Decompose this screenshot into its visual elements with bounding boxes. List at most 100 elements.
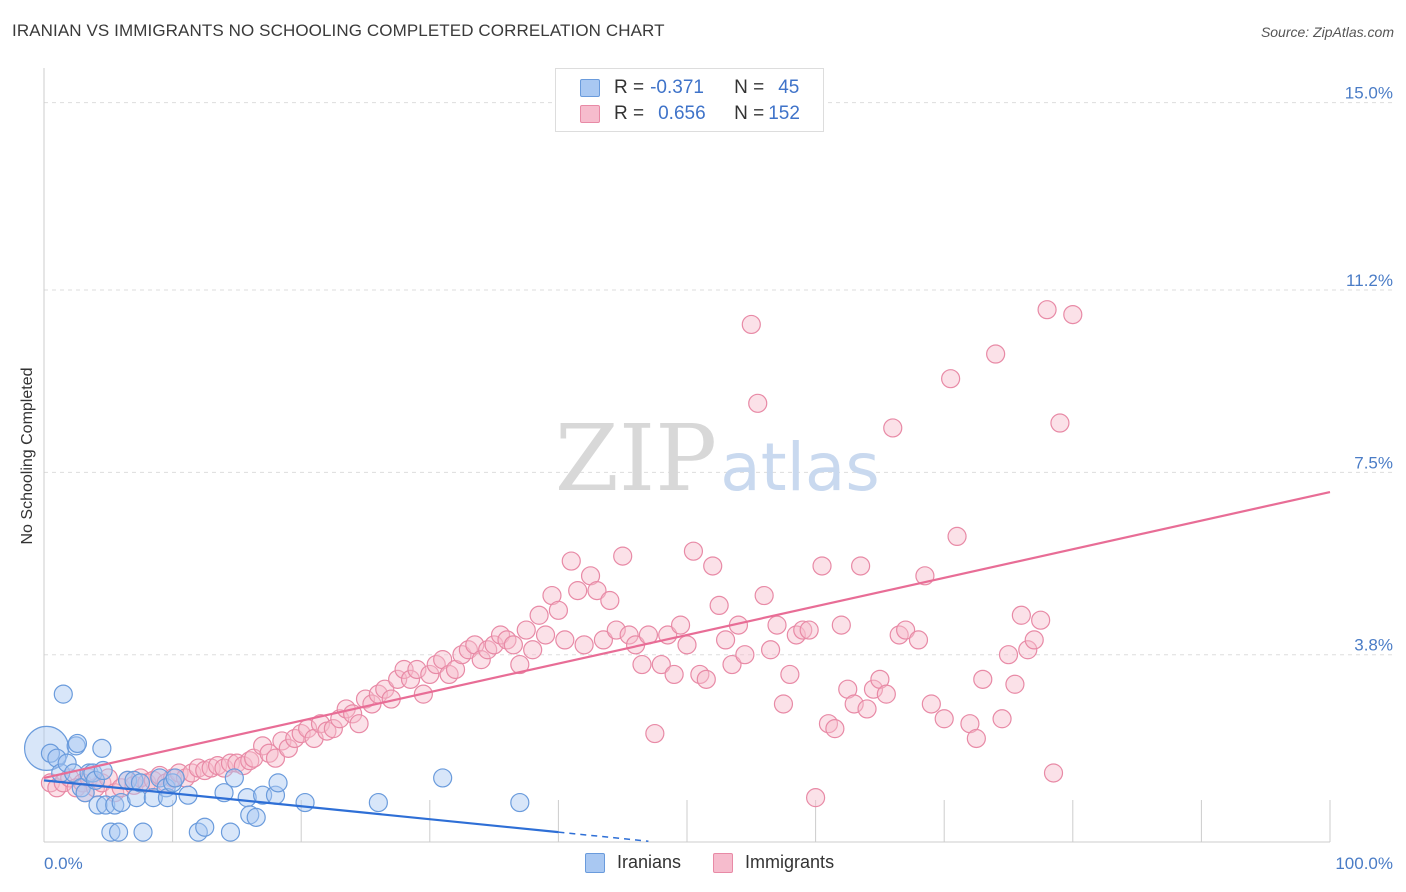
immigrants-point-111	[748, 393, 768, 413]
y-tick-label-1: 7.5%	[1354, 453, 1393, 472]
immigrants-point-129	[863, 679, 884, 699]
immigrants-point-83	[568, 581, 588, 601]
iranians-legend-swatch	[585, 852, 605, 873]
immigrants-point-40	[291, 723, 311, 744]
immigrants-point-81	[555, 630, 575, 650]
immigrants-point-138	[934, 709, 954, 729]
immigrants-point-140	[947, 526, 967, 547]
iranians-point-28	[150, 768, 170, 788]
axes	[43, 68, 1331, 843]
iranians-point-4	[53, 684, 73, 704]
immigrants-point-153	[1043, 763, 1064, 783]
immigrants-point-131	[876, 684, 896, 704]
y-axis-label: No Schooling Completed	[19, 367, 36, 545]
immigrants-point-120	[805, 788, 826, 808]
immigrants-point-135	[908, 630, 929, 650]
immigrants-point-104	[703, 556, 723, 576]
immigrants-point-133	[889, 625, 909, 645]
legend-r-label: R =	[614, 103, 645, 124]
legend-label-immigrants: Immigrants	[745, 852, 835, 872]
immigrants-legend-swatch	[713, 852, 734, 873]
immigrants-point-134	[896, 620, 916, 640]
immigrants-point-105	[709, 595, 729, 616]
immigrants-points	[40, 300, 1083, 808]
legend-n-value-iranians: 45	[778, 77, 800, 98]
immigrants-point-109	[735, 645, 755, 665]
iranians-point-21	[111, 792, 131, 813]
immigrants-point-132	[883, 418, 903, 438]
iranians-trendline-extension	[558, 831, 649, 842]
iranians-point-8	[67, 733, 88, 754]
immigrants-point-72	[497, 630, 517, 650]
iranians-point-45	[295, 792, 315, 813]
immigrants-point-155	[1063, 304, 1083, 325]
immigrants-point-58	[407, 659, 427, 680]
immigrants-point-154	[1050, 413, 1070, 433]
immigrants-point-145	[992, 709, 1012, 729]
immigrants-point-43	[310, 714, 331, 734]
immigrants-point-139	[941, 369, 961, 389]
immigrants-point-152	[1037, 300, 1057, 320]
legend-row-iranians: R = -0.371 N = 45	[580, 76, 799, 100]
iranians-point-15	[92, 738, 112, 758]
watermark-atlas: atlas	[720, 429, 880, 506]
immigrants-point-147	[1005, 674, 1025, 694]
immigrants-point-99	[670, 615, 691, 635]
legend-r-label: R =	[614, 77, 645, 98]
immigrants-point-77	[529, 605, 549, 625]
immigrants-point-126	[844, 694, 864, 714]
x-tick-label-1: 100.0%	[1335, 854, 1393, 873]
legend-item-iranians: Iranians	[585, 852, 681, 873]
iranians-point-38	[224, 768, 244, 788]
immigrants-point-80	[548, 600, 569, 620]
immigrants-point-101	[683, 541, 704, 561]
immigrants-point-137	[921, 694, 941, 714]
immigrants-point-90	[613, 546, 633, 566]
immigrants-point-70	[484, 635, 504, 655]
iranians-point-2	[47, 748, 67, 768]
iranians-point-41	[246, 807, 266, 827]
watermark-zip: ZIP	[555, 405, 717, 512]
immigrants-point-49	[349, 714, 369, 734]
iranians-point-47	[433, 768, 453, 788]
immigrants-point-34	[253, 736, 273, 756]
legend-item-immigrants: Immigrants	[713, 852, 834, 873]
immigrants-point-121	[812, 556, 832, 576]
immigrants-point-76	[523, 640, 543, 660]
grid-lines	[44, 102, 1392, 656]
iranians-swatch	[580, 79, 600, 97]
immigrants-point-57	[400, 669, 421, 689]
immigrants-point-82	[561, 551, 581, 571]
immigrants-point-93	[632, 654, 652, 675]
immigrants-point-146	[998, 645, 1019, 665]
immigrants-point-61	[426, 654, 446, 675]
immigrants-point-86	[587, 581, 607, 601]
immigrants-point-39	[285, 728, 305, 749]
x-tick-label-0: 0.0%	[44, 854, 83, 873]
immigrants-point-107	[722, 654, 742, 675]
immigrants-point-114	[767, 615, 787, 635]
iranians-trendline	[43, 779, 559, 834]
immigrants-point-142	[966, 728, 986, 749]
legend-n-label: N =	[734, 103, 765, 124]
iranians-point-27	[143, 788, 163, 808]
immigrants-point-84	[574, 635, 594, 655]
immigrants-point-65	[452, 645, 472, 665]
series-legend: Iranians Immigrants	[585, 852, 866, 873]
legend-row-immigrants: R = 0.656 N = 152	[580, 102, 800, 126]
iranians-point-20	[108, 822, 129, 842]
immigrants-point-1	[47, 778, 67, 798]
immigrants-point-119	[799, 620, 819, 640]
immigrants-point-73	[503, 635, 523, 655]
immigrants-point-143	[973, 669, 993, 689]
iranians-point-48	[510, 792, 530, 813]
iranians-point-14	[88, 795, 108, 815]
immigrants-point-50	[355, 689, 376, 709]
immigrants-point-91	[619, 625, 639, 645]
immigrants-point-96	[651, 654, 671, 675]
source-credit: Source: ZipAtlas.com	[1260, 24, 1394, 40]
immigrants-point-151	[1031, 610, 1051, 630]
immigrants-point-102	[690, 664, 710, 685]
immigrants-point-74	[510, 654, 530, 675]
legend-r-value-immigrants: 0.656	[658, 103, 706, 124]
